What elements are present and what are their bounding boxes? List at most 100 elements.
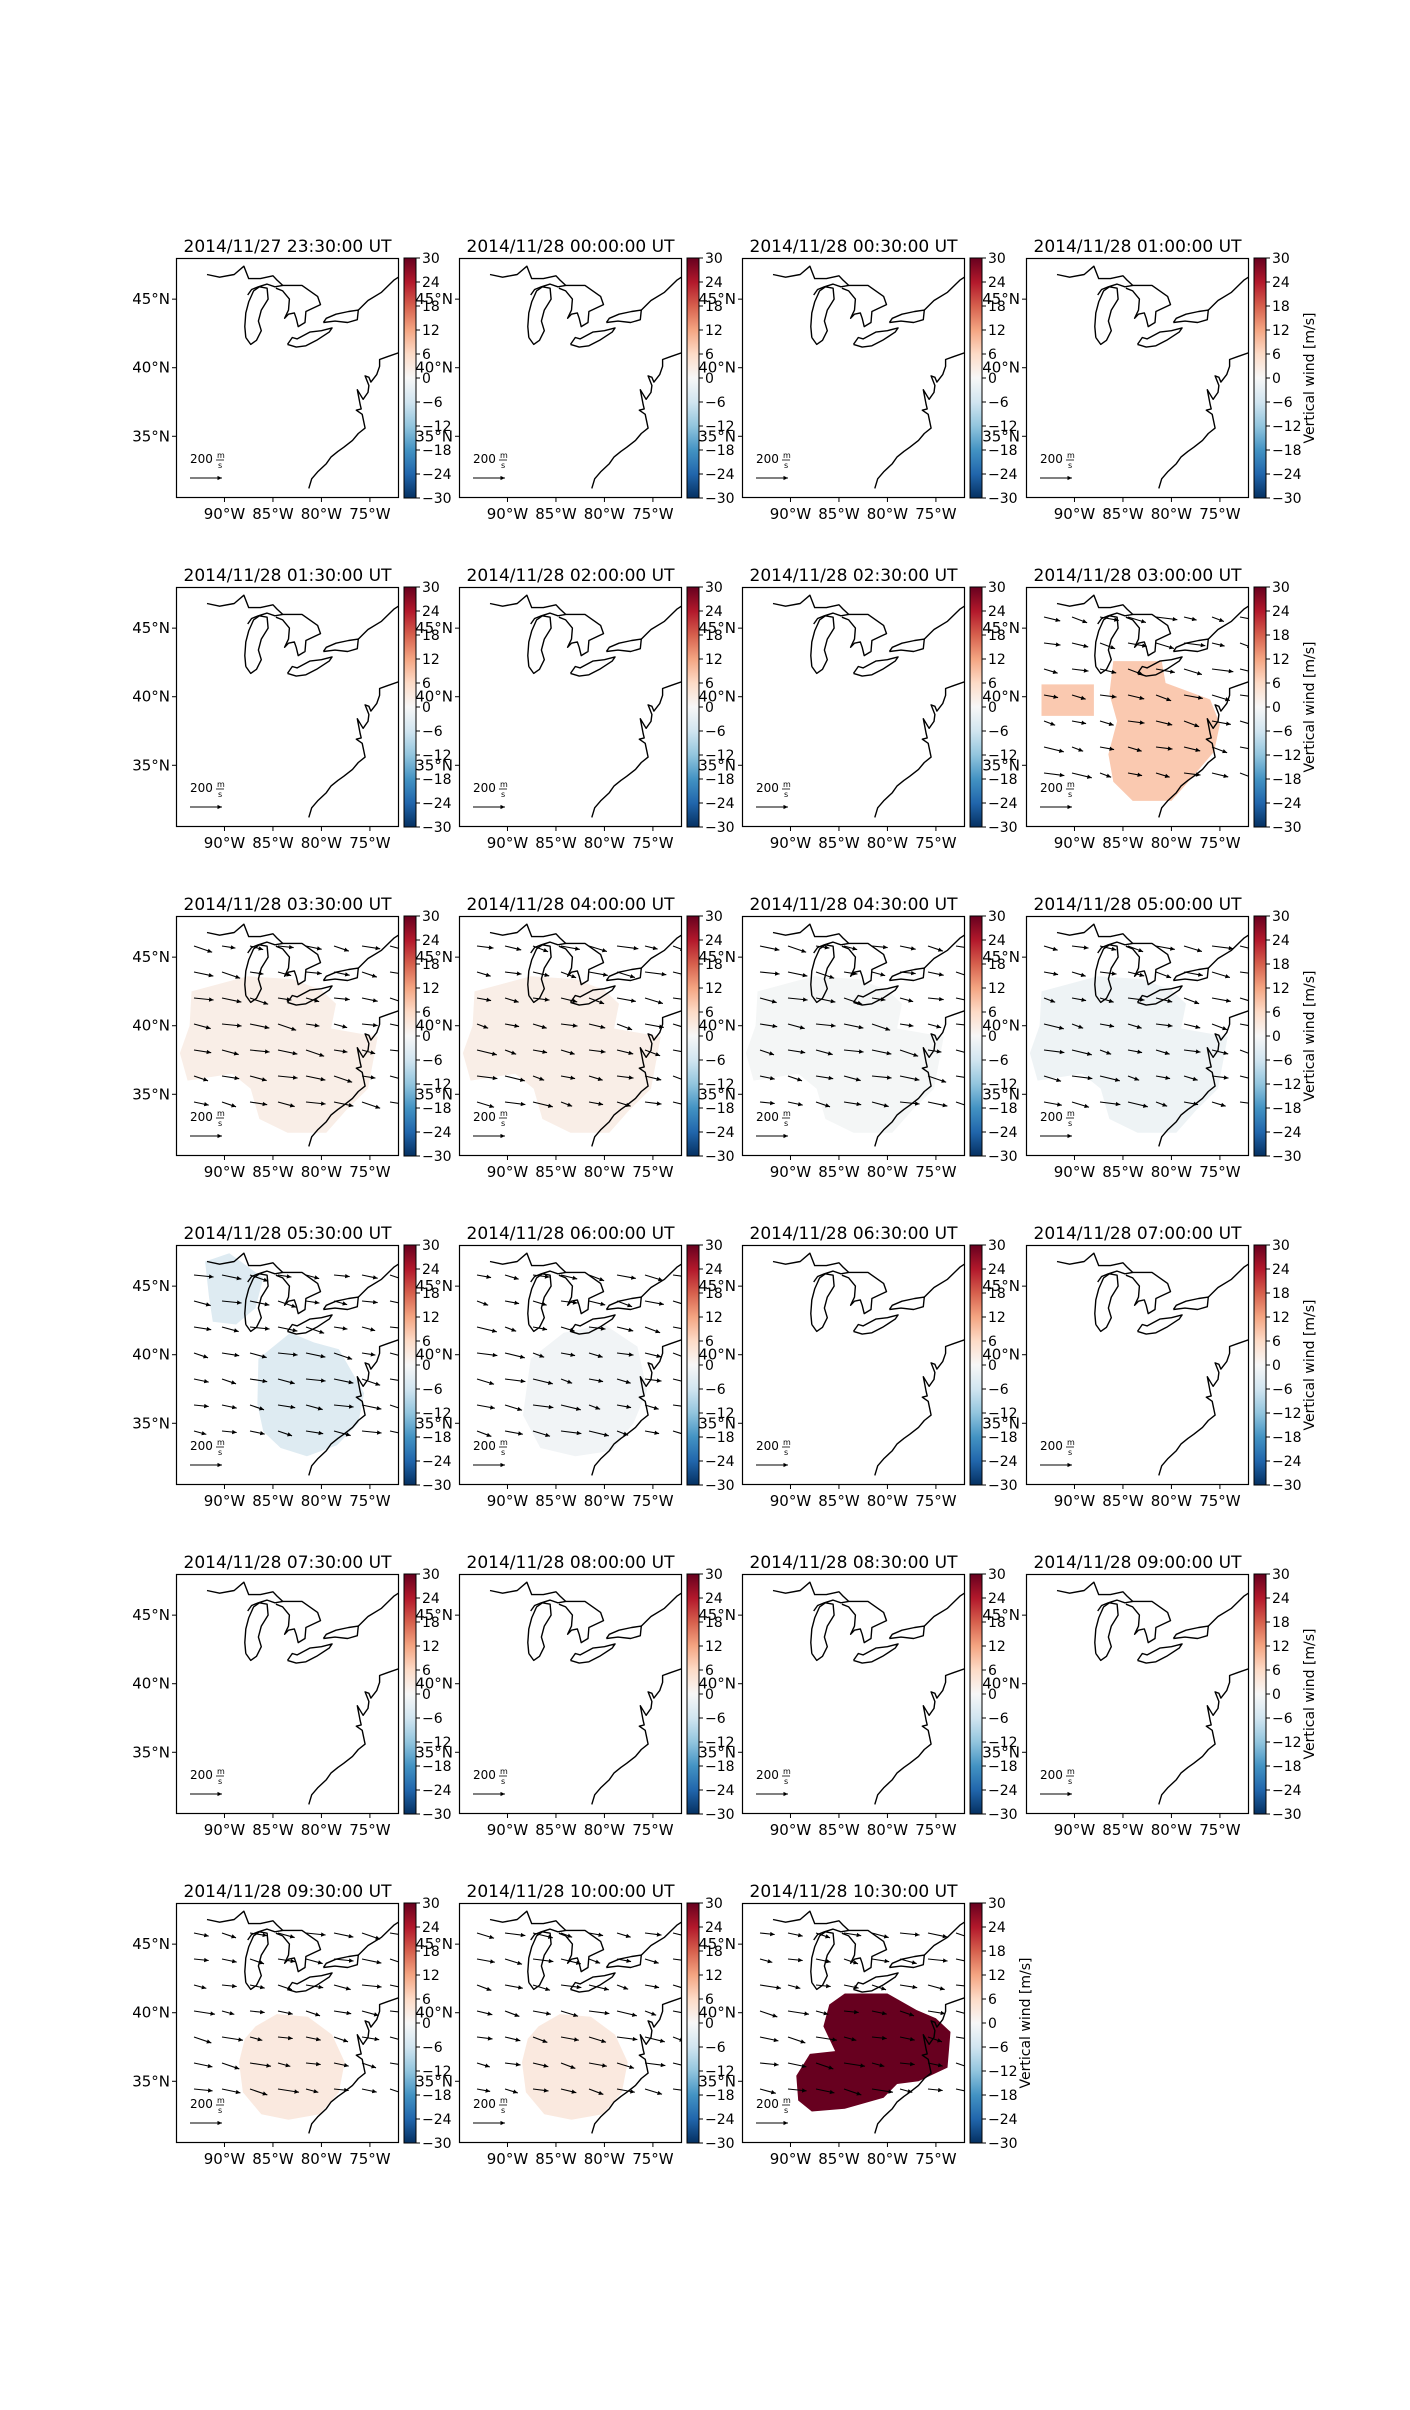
scale-arrow-key: 200 ms bbox=[756, 1438, 791, 1468]
colorbar: 30 24 18 12 6 0 −6 −12 −18 −24 −30 Vertical wind [m… bbox=[969, 1896, 1034, 2152]
map-frame bbox=[741, 586, 966, 828]
lat-tick-label: 35°N bbox=[415, 1085, 453, 1103]
panel-title: 2014/11/28 04:00:00 UT bbox=[467, 895, 676, 915]
colorbar-tick-label: −18 bbox=[422, 1759, 452, 1775]
colorbar-tick-label: 6 bbox=[422, 676, 431, 692]
coastline bbox=[772, 1910, 850, 1941]
coastline bbox=[558, 1271, 605, 1315]
colorbar-tick-label: −6 bbox=[705, 2040, 726, 2056]
panel-title: 2014/11/28 02:30:00 UT bbox=[750, 566, 959, 586]
lat-tick-label: 35°N bbox=[698, 1085, 736, 1103]
colorbar-tick-label: 30 bbox=[705, 1896, 723, 1912]
map-panel: 2014/11/28 03:30:00 UT 200 ms 90°W 85°W 80°W 7… bbox=[132, 895, 451, 1181]
colorbar-tick-label: −18 bbox=[1272, 772, 1302, 788]
lon-tick-label: 80°W bbox=[301, 1163, 343, 1181]
colorbar-tick-label: −24 bbox=[705, 1125, 735, 1141]
map-frame bbox=[175, 257, 400, 499]
map-frame bbox=[458, 915, 683, 1157]
colorbar-tick-label: 0 bbox=[705, 700, 714, 716]
colorbar-tick-label: −12 bbox=[988, 419, 1018, 435]
map-area bbox=[176, 1574, 399, 1814]
colorbar-tick-label: 18 bbox=[422, 957, 440, 973]
colorbar-tick-label: 30 bbox=[988, 1567, 1006, 1583]
coastline bbox=[244, 1273, 269, 1333]
coastline bbox=[558, 284, 605, 328]
scale-arrow-unit-numerator: m bbox=[783, 451, 791, 460]
lon-tick-label: 85°W bbox=[252, 1492, 294, 1510]
lat-tick-label: 35°N bbox=[132, 756, 170, 774]
panel-title: 2014/11/28 01:00:00 UT bbox=[1034, 237, 1243, 257]
scale-arrow-unit-denominator: s bbox=[784, 790, 788, 799]
colorbar-tick-label: 24 bbox=[705, 1920, 723, 1936]
lon-tick-label: 80°W bbox=[584, 1821, 626, 1839]
scale-arrow-unit-numerator: m bbox=[500, 451, 508, 460]
coastline bbox=[852, 1972, 899, 1993]
map-panel: 2014/11/28 08:00:00 UT 200 ms 90°W 85°W 80°W 7… bbox=[415, 1553, 734, 1839]
scale-arrow-unit-denominator: s bbox=[1068, 1119, 1072, 1128]
lon-tick-label: 85°W bbox=[535, 1163, 577, 1181]
coastline bbox=[810, 1273, 835, 1333]
colorbar: 30 24 18 12 6 0 −6 −12 −18 −24 −30 bbox=[686, 1896, 735, 2152]
colorbar-tick-label: −24 bbox=[705, 1454, 735, 1470]
scale-arrow-value: 200 bbox=[756, 1110, 779, 1124]
colorbar-tick-label: −18 bbox=[705, 443, 735, 459]
lat-tick-label: 35°N bbox=[982, 1414, 1020, 1432]
scale-arrow-value: 200 bbox=[1040, 452, 1063, 466]
map-area bbox=[1026, 916, 1249, 1156]
colorbar-tick-label: 6 bbox=[705, 347, 714, 363]
colorbar-tick-label: 18 bbox=[705, 299, 723, 315]
colorbar-tick-label: −6 bbox=[422, 1053, 443, 1069]
coastline bbox=[874, 1338, 965, 1476]
coastline bbox=[489, 1910, 567, 1941]
scale-arrow-unit-denominator: s bbox=[218, 461, 222, 470]
coastline bbox=[591, 1338, 682, 1476]
map-frame bbox=[458, 586, 683, 828]
lon-tick-label: 90°W bbox=[1054, 505, 1096, 523]
colorbar-tick-label: 24 bbox=[705, 275, 723, 291]
coastline bbox=[244, 1602, 269, 1662]
scale-arrow-key: 200 ms bbox=[190, 1438, 225, 1468]
colorbar-tick-label: 12 bbox=[422, 981, 440, 997]
lat-tick-label: 45°N bbox=[132, 1277, 170, 1295]
colorbar: 30 24 18 12 6 0 −6 −12 −18 −24 −30 bbox=[969, 580, 1018, 836]
lon-tick-label: 90°W bbox=[487, 2150, 529, 2168]
coastline bbox=[244, 286, 269, 346]
lon-tick-label: 90°W bbox=[770, 505, 812, 523]
scale-arrow-key: 200 ms bbox=[1040, 1109, 1075, 1139]
colorbar-tick-label: 18 bbox=[705, 1615, 723, 1631]
lon-tick-label: 80°W bbox=[301, 2150, 343, 2168]
lat-tick-label: 45°N bbox=[132, 290, 170, 308]
scale-arrow-key: 200 ms bbox=[473, 1438, 508, 1468]
colorbar-tick-label: 0 bbox=[422, 1029, 431, 1045]
scale-arrow-unit-numerator: m bbox=[1067, 451, 1075, 460]
coastline bbox=[1125, 284, 1172, 328]
lat-tick-label: 45°N bbox=[132, 1935, 170, 1953]
scale-arrow-key: 200 ms bbox=[756, 2096, 791, 2126]
map-panel: 2014/11/28 08:30:00 UT 200 ms 90°W 85°W 80°W 7… bbox=[698, 1553, 1017, 1839]
colorbar-tick-label: 6 bbox=[1272, 347, 1281, 363]
coastline bbox=[275, 1271, 322, 1315]
scale-arrow-unit-denominator: s bbox=[218, 790, 222, 799]
coastline bbox=[206, 1252, 284, 1283]
colorbar-tick-label: 6 bbox=[988, 1334, 997, 1350]
lon-tick-label: 90°W bbox=[770, 2150, 812, 2168]
scale-arrow-unit-numerator: m bbox=[500, 1438, 508, 1447]
scale-arrow-unit-denominator: s bbox=[1068, 1448, 1072, 1457]
scale-arrow-key: 200 ms bbox=[473, 1767, 508, 1797]
lon-tick-label: 85°W bbox=[252, 2150, 294, 2168]
colorbar-tick-label: 6 bbox=[988, 676, 997, 692]
colorbar-tick-label: −30 bbox=[1272, 1807, 1302, 1823]
colorbar: 30 24 18 12 6 0 −6 −12 −18 −24 −30 bbox=[403, 1238, 452, 1494]
colorbar: 30 24 18 12 6 0 −6 −12 −18 −24 −30 bbox=[403, 909, 452, 1165]
colorbar-tick-label: −6 bbox=[422, 1382, 443, 1398]
coastline bbox=[841, 284, 888, 328]
lon-tick-label: 80°W bbox=[867, 1492, 909, 1510]
scale-arrow-unit-numerator: m bbox=[500, 2096, 508, 2105]
scale-arrow-value: 200 bbox=[1040, 1110, 1063, 1124]
colorbar-tick-label: −12 bbox=[422, 1735, 452, 1751]
coastline bbox=[591, 1996, 682, 2134]
coastline bbox=[810, 944, 835, 1004]
colorbar-tick-label: 30 bbox=[422, 909, 440, 925]
colorbar-tick-label: −12 bbox=[422, 1406, 452, 1422]
map-area bbox=[459, 1903, 682, 2143]
